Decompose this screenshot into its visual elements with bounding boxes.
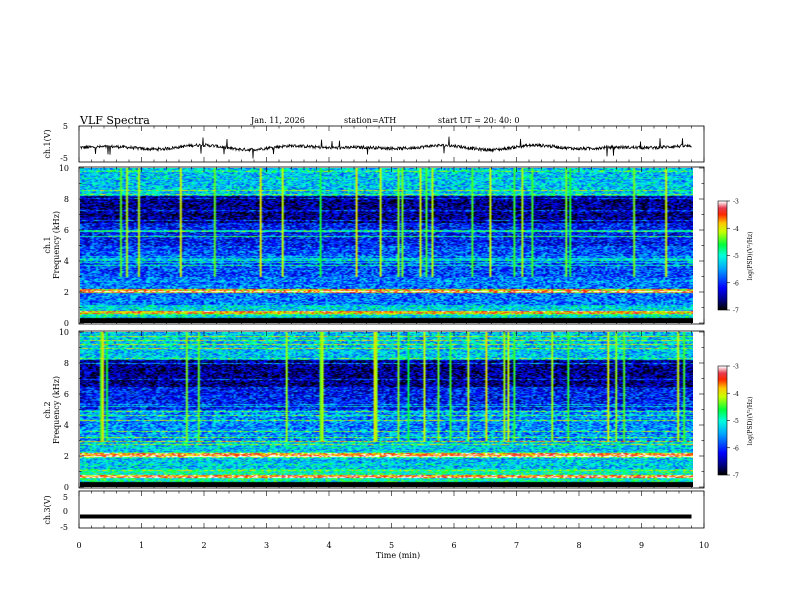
ch1-freq-yticks: 0 2 4 6 8 10 (59, 164, 704, 328)
time-axis-tick-label: 4 (326, 541, 331, 550)
colorbar-tick-label: -4 (733, 391, 739, 398)
time-axis-tick-label: 1 (139, 541, 144, 550)
ch2-freq-yticks: 0 2 4 6 8 10 (59, 328, 704, 492)
figure-station: station=ATH (344, 116, 396, 125)
time-axis-tick-label: 9 (639, 541, 644, 550)
ch3-ytick-neg5: -5 (60, 523, 68, 532)
time-axis-tick-label: 6 (451, 541, 456, 550)
time-axis-tick-label: 5 (389, 541, 394, 550)
colorbar-tick-label: -4 (733, 226, 739, 233)
ch3-xticks (78, 491, 705, 528)
ch2-freq-ylabel-b: Frequency (kHz) (52, 376, 61, 444)
time-axis-tick-labels: 0 1 2 3 4 5 6 7 8 9 10 (76, 541, 709, 550)
freq-tick-label: 10 (59, 328, 69, 337)
ch1-spectrogram-panel: 0 2 4 6 8 10 ch.1 Frequency (kHz) (43, 164, 705, 328)
figure-date: Jan. 11, 2026 (250, 116, 305, 125)
ch2-colorbar-label: log(PSD)(V²/Hz) (747, 397, 754, 446)
ch1-colorbar-label: log(PSD)(V²/Hz) (747, 232, 754, 281)
ch1-waveform-panel: 5 -5 ch.1(V) (43, 122, 705, 163)
ch1-waveform-line (79, 136, 692, 159)
freq-tick-label: 2 (64, 288, 69, 297)
ch1-spectrogram-image (80, 168, 693, 323)
ch1-colorbar-image (718, 201, 727, 310)
ch1-ytick-neg5: -5 (60, 154, 68, 163)
time-axis-tick-label: 8 (576, 541, 581, 550)
ch2-spectrogram-panel: 0 2 4 6 8 10 ch.2 Frequency (kHz) (43, 328, 705, 492)
time-axis-label: Time (min) (376, 551, 420, 560)
colorbar-tick-label: -3 (733, 364, 739, 371)
freq-tick-label: 0 (64, 483, 69, 492)
freq-tick-label: 8 (64, 359, 69, 368)
colorbar-tick-label: -6 (733, 280, 739, 287)
ch3-ytick-5: 5 (63, 493, 68, 502)
ch2-freq-ylabel-a: ch.2 (43, 401, 52, 418)
time-axis-tick-label: 2 (201, 541, 206, 550)
colorbar-tick-label: -5 (733, 418, 739, 425)
colorbar-tick-label: -3 (733, 199, 739, 206)
freq-tick-label: 10 (59, 164, 69, 173)
freq-tick-label: 4 (64, 257, 69, 266)
ch2-colorbar: -3 -4 -5 -6 -7 log(PSD)(V²/Hz) (717, 364, 754, 480)
time-axis-tick-label: 7 (514, 541, 519, 550)
colorbar-tick-label: -7 (733, 473, 739, 480)
ch1-freq-xticks (78, 167, 705, 324)
time-axis-tick-label: 10 (699, 541, 709, 550)
figure-title: VLF Spectra (79, 114, 150, 127)
ch3-ylabel: ch.3(V) (43, 495, 52, 524)
time-axis-tick-label: 0 (76, 541, 81, 550)
ch2-colorbar-image (718, 366, 727, 475)
freq-tick-label: 2 (64, 452, 69, 461)
time-axis-tick-label: 3 (264, 541, 269, 550)
ch2-colorbar-ticks: -3 -4 -5 -6 -7 (727, 364, 739, 480)
ch1-colorbar-ticks: -3 -4 -5 -6 -7 (727, 199, 739, 315)
colorbar-tick-label: -5 (733, 253, 739, 260)
ch3-waveform-panel: 5 0 -5 ch.3(V) (43, 490, 705, 532)
ch1-ytick-5: 5 (63, 122, 68, 131)
ch3-ytick-0: 0 (63, 507, 68, 516)
freq-tick-label: 6 (64, 226, 69, 235)
ch1-colorbar: -3 -4 -5 -6 -7 log(PSD)(V²/Hz) (717, 199, 754, 315)
freq-tick-label: 8 (64, 195, 69, 204)
colorbar-tick-label: -7 (733, 308, 739, 315)
freq-tick-label: 4 (64, 421, 69, 430)
ch1-freq-ylabel-b: Frequency (kHz) (52, 211, 61, 279)
colorbar-tick-label: -6 (733, 445, 739, 452)
freq-tick-label: 6 (64, 390, 69, 399)
ch1-ylabel: ch.1(V) (43, 129, 52, 158)
ch2-spectrogram-image (80, 332, 693, 487)
freq-tick-label: 0 (64, 319, 69, 328)
ch1-freq-ylabel-a: ch.1 (43, 236, 52, 253)
figure-start-ut: start UT = 20: 40: 0 (438, 116, 519, 125)
ch2-freq-xticks (78, 331, 705, 488)
ch1-xticks (78, 126, 705, 162)
